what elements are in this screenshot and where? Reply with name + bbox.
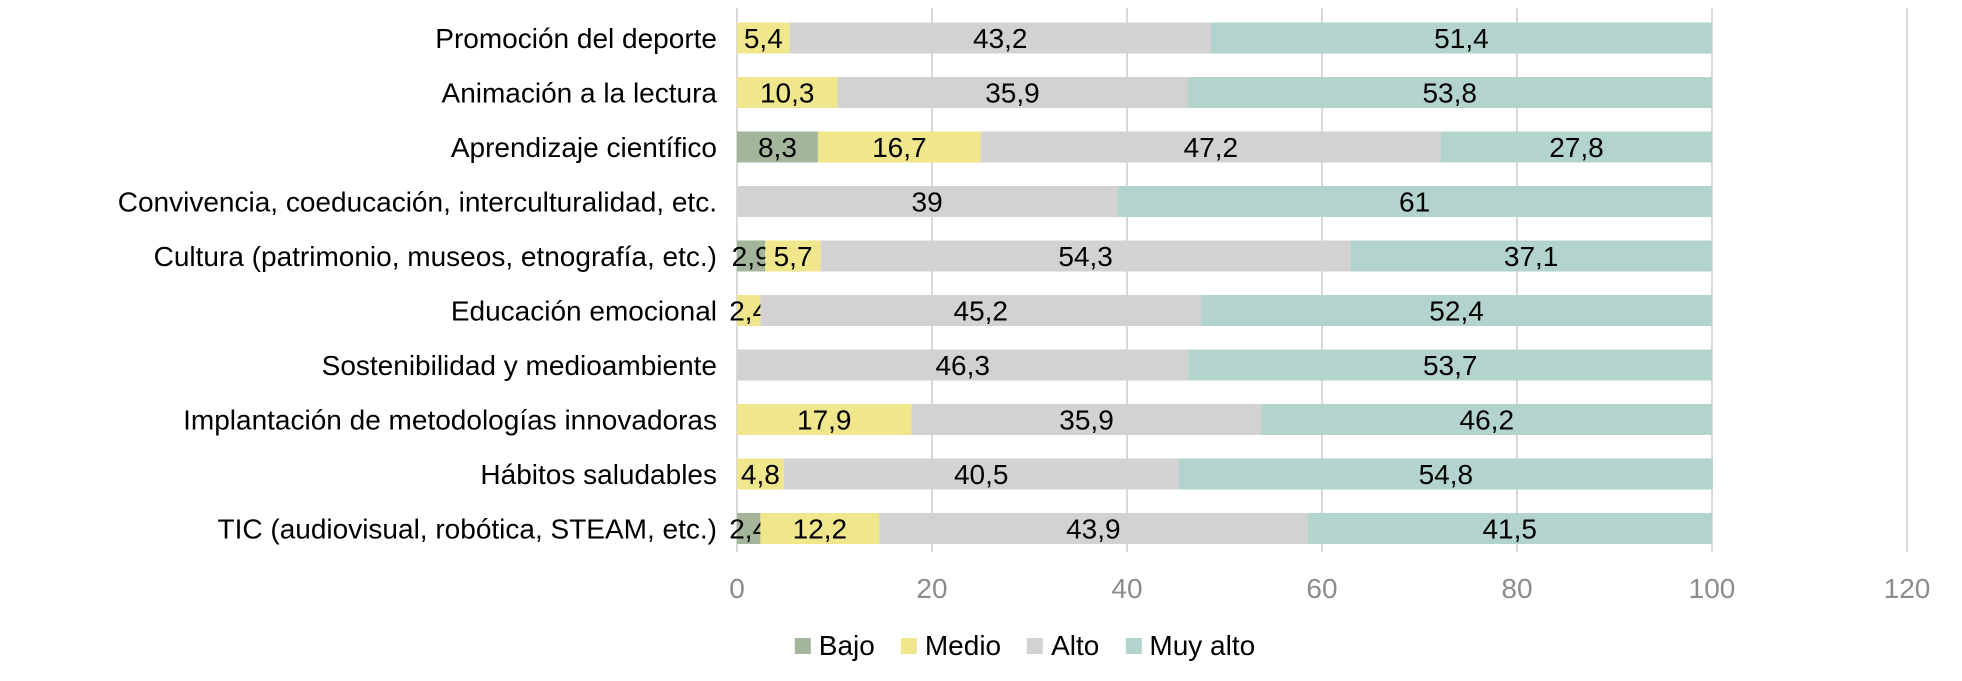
legend-label: Alto bbox=[1051, 630, 1100, 661]
bar-segment-medio bbox=[760, 513, 880, 544]
data-label: 35,9 bbox=[985, 78, 1040, 109]
bar-segment-muy-alto bbox=[1178, 458, 1713, 490]
x-tick-label: 120 bbox=[1884, 573, 1931, 604]
bar-segment-muy-alto bbox=[1117, 186, 1712, 217]
data-label: 2,9 bbox=[732, 241, 771, 272]
legend-label: Medio bbox=[924, 630, 1002, 661]
bar-segment-medio bbox=[737, 295, 761, 326]
bar-segment-muy-alto bbox=[1188, 349, 1712, 381]
data-label: 37,1 bbox=[1504, 241, 1559, 272]
data-label: 46,3 bbox=[935, 350, 990, 381]
data-label: 8,3 bbox=[758, 132, 797, 163]
legend-swatch bbox=[1027, 638, 1044, 654]
bar-segment-muy-alto bbox=[1350, 240, 1712, 272]
data-label: 27,8 bbox=[1549, 132, 1604, 163]
bar-segment-medio bbox=[737, 458, 784, 490]
category-label: TIC (audiovisual, robótica, STEAM, etc.) bbox=[217, 514, 717, 545]
bar-segment-bajo bbox=[737, 513, 761, 544]
data-label: 46,2 bbox=[1460, 405, 1515, 436]
data-label: 54,3 bbox=[1058, 241, 1113, 272]
data-label: 5,4 bbox=[744, 23, 783, 54]
bar-segment-alto bbox=[737, 186, 1118, 217]
x-tick-label: 40 bbox=[1111, 573, 1142, 604]
bar-segment-alto bbox=[789, 22, 1211, 54]
data-label: 43,2 bbox=[973, 23, 1028, 54]
category-label: Cultura (patrimonio, museos, etnografía,… bbox=[154, 241, 717, 272]
category-label: Aprendizaje científico bbox=[451, 132, 717, 163]
category-label: Convivencia, coeducación, interculturali… bbox=[118, 187, 717, 218]
data-label: 53,7 bbox=[1423, 350, 1478, 381]
data-label: 41,5 bbox=[1482, 514, 1537, 545]
category-label: Animación a la lectura bbox=[442, 78, 718, 109]
legend-label: Bajo bbox=[818, 630, 875, 661]
data-label: 51,4 bbox=[1434, 23, 1489, 54]
legend-swatch bbox=[1125, 638, 1142, 654]
data-label: 52,4 bbox=[1429, 296, 1484, 327]
data-label: 5,7 bbox=[774, 241, 813, 272]
legend-swatch bbox=[794, 638, 811, 654]
legend-label: Muy alto bbox=[1149, 630, 1256, 661]
bar-segment-bajo bbox=[737, 240, 766, 272]
data-label: 16,7 bbox=[872, 132, 927, 163]
category-label: Educación emocional bbox=[451, 296, 717, 327]
bar-segment-alto bbox=[879, 513, 1308, 544]
data-label: 47,2 bbox=[1184, 132, 1239, 163]
legend: Bajo Medio Alto Muy alto bbox=[794, 630, 1255, 662]
data-label: 39 bbox=[912, 187, 943, 218]
category-label: Hábitos saludables bbox=[480, 459, 717, 490]
legend-item: Muy alto bbox=[1125, 630, 1255, 662]
data-label: 43,9 bbox=[1066, 514, 1121, 545]
bar-segment-alto bbox=[820, 240, 1351, 272]
bar-segment-alto bbox=[783, 458, 1179, 490]
data-label: 54,8 bbox=[1419, 459, 1474, 490]
data-label: 35,9 bbox=[1059, 405, 1114, 436]
category-label: Sostenibilidad y medioambiente bbox=[322, 350, 717, 381]
x-tick-label: 80 bbox=[1501, 573, 1532, 604]
bar-segment-muy-alto bbox=[1307, 513, 1712, 544]
bar-segment-muy-alto bbox=[1440, 131, 1712, 163]
x-tick-label: 60 bbox=[1306, 573, 1337, 604]
legend-item: Alto bbox=[1027, 630, 1099, 662]
bar-segment-alto bbox=[760, 295, 1202, 326]
data-label: 40,5 bbox=[954, 459, 1009, 490]
data-label: 53,8 bbox=[1422, 78, 1477, 109]
data-label: 45,2 bbox=[954, 296, 1009, 327]
data-label: 17,9 bbox=[797, 405, 852, 436]
category-label: Implantación de metodologías innovadoras bbox=[183, 405, 717, 436]
legend-swatch bbox=[900, 638, 917, 654]
legend-item: Medio bbox=[900, 630, 1002, 662]
bar-segment-medio bbox=[817, 131, 981, 163]
bar-segment-alto bbox=[837, 77, 1188, 108]
data-label: 4,8 bbox=[741, 459, 780, 490]
bar-segment-medio bbox=[765, 240, 821, 272]
bar-segment-alto bbox=[911, 404, 1262, 435]
bar-segment-medio bbox=[737, 77, 838, 108]
bar-segment-muy-alto bbox=[1261, 404, 1712, 435]
bar-segment-muy-alto bbox=[1201, 295, 1712, 326]
bar-segment-muy-alto bbox=[1210, 22, 1712, 54]
data-label: 12,2 bbox=[793, 514, 848, 545]
legend-item: Bajo bbox=[794, 630, 875, 662]
bar-segment-muy-alto bbox=[1187, 77, 1712, 108]
x-tick-label: 100 bbox=[1689, 573, 1736, 604]
category-label: Promoción del deporte bbox=[435, 23, 717, 54]
data-label: 10,3 bbox=[760, 78, 815, 109]
x-tick-label: 0 bbox=[729, 573, 745, 604]
bar-segment-medio bbox=[737, 404, 912, 435]
bar-segment-alto bbox=[980, 131, 1441, 163]
bar-segment-bajo bbox=[737, 131, 818, 163]
bar-segment-alto bbox=[737, 349, 1189, 381]
x-tick-label: 20 bbox=[916, 573, 947, 604]
bar-segment-medio bbox=[737, 22, 790, 54]
data-label: 61 bbox=[1399, 187, 1430, 218]
